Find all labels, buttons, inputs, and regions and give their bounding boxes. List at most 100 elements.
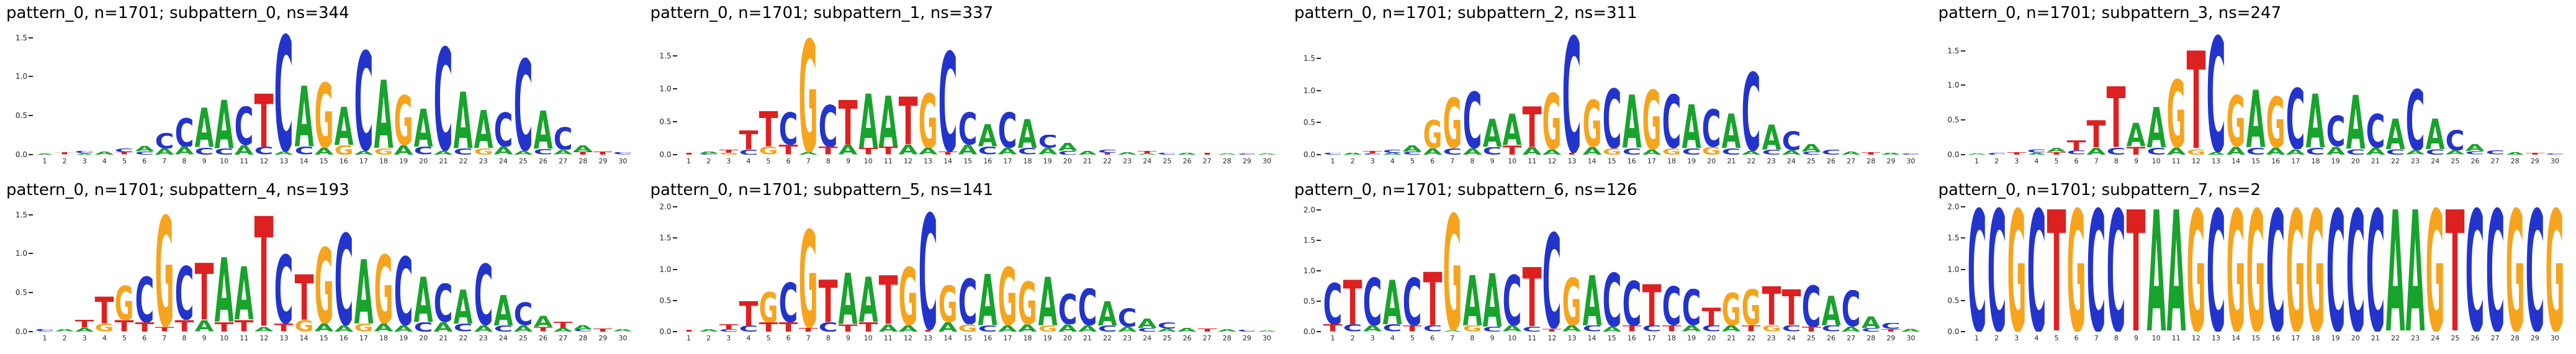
letter-glyph-svg: C: [1742, 71, 1761, 151]
x-tick-label: 12: [903, 157, 912, 165]
letter-glyph-svg: T: [1702, 307, 1721, 325]
x-tick-label: 26: [2470, 157, 2480, 165]
svg-text:A: A: [1483, 272, 1502, 327]
svg-text:C: C: [454, 324, 473, 332]
letter-G: G: [1642, 89, 1662, 150]
svg-text:A: A: [474, 325, 493, 332]
svg-text:G: G: [719, 153, 738, 155]
x-tick-label: 22: [459, 157, 468, 165]
letter-C: C: [2246, 148, 2266, 155]
x-tick-label: 15: [319, 334, 328, 342]
svg-text:A: A: [513, 151, 533, 155]
svg-text:A: A: [1098, 301, 1117, 325]
y-tick-label: 1.5: [659, 52, 672, 61]
letter-A: A: [413, 108, 433, 147]
x-tick-label: 4: [1390, 334, 1395, 342]
y-tick-mark: [1317, 89, 1321, 91]
letter-glyph-svg: C: [215, 148, 234, 155]
letter-G: G: [759, 147, 778, 155]
svg-text:T: T: [2127, 147, 2146, 155]
svg-text:T: T: [135, 322, 154, 332]
letter-glyph-svg: C: [2207, 34, 2226, 152]
letter-glyph-svg: T: [2047, 207, 2066, 332]
letter-G: G: [1423, 119, 1443, 148]
letter-T: T: [2047, 207, 2066, 332]
letter-glyph-svg: C: [1383, 324, 1402, 332]
letter-A: A: [1881, 153, 1901, 155]
letter-C: C: [1701, 325, 1721, 332]
svg-text:C: C: [454, 148, 473, 155]
letter-A: A: [433, 322, 453, 332]
y-tick-mark: [1960, 331, 1965, 332]
logo-stack: G: [2066, 207, 2086, 332]
letter-glyph-svg: A: [434, 151, 453, 155]
letter-glyph-svg: C: [75, 151, 94, 153]
y-tick-label: 0.0: [1303, 150, 1315, 159]
letter-glyph-svg: A: [334, 325, 353, 332]
letter-A: A: [453, 289, 473, 324]
letter-G: G: [1462, 325, 1482, 332]
svg-text:T: T: [75, 320, 94, 328]
letter-glyph-svg: C: [779, 282, 798, 322]
letter-glyph-svg: C: [1642, 325, 1662, 332]
svg-text:A: A: [2166, 148, 2186, 155]
letter-A: A: [194, 107, 214, 147]
logo-stack: C: [2266, 207, 2286, 332]
y-tick-mark: [672, 268, 677, 270]
svg-text:A: A: [374, 78, 394, 148]
x-tick-label: 10: [220, 157, 229, 165]
x-tick-label: 26: [1826, 334, 1835, 342]
letter-glyph-svg: A: [534, 315, 553, 327]
letter-C: C: [1861, 328, 1881, 332]
letter-glyph-svg: T: [898, 96, 917, 145]
letter-A: A: [2246, 89, 2266, 148]
svg-text:A: A: [554, 328, 573, 332]
letter-glyph-svg: A: [839, 145, 858, 155]
x-tick-label: 7: [162, 157, 167, 165]
x-tick-label: 1: [42, 334, 47, 342]
x-tick-label: 22: [2391, 157, 2400, 165]
logo-stack: T: [2445, 207, 2465, 332]
logo-stack: C: [1237, 207, 1257, 332]
x-tick-label: 21: [439, 157, 448, 165]
svg-text:C: C: [414, 147, 433, 155]
x-tick-label: 11: [883, 334, 893, 342]
letter-glyph-svg: C: [958, 278, 978, 324]
letter-A: A: [699, 152, 718, 153]
letter-T: T: [1662, 325, 1682, 332]
svg-text:A: A: [2127, 122, 2146, 147]
y-tick-label: 2.0: [1303, 205, 1315, 214]
x-tick-label: 29: [598, 157, 608, 165]
svg-text:A: A: [1038, 276, 1057, 325]
letter-A: A: [2326, 147, 2345, 155]
y-tick-mark: [29, 154, 33, 155]
y-tick-mark: [672, 121, 677, 123]
x-tick-label: 25: [2451, 334, 2460, 342]
x-tick-label: 2: [1350, 157, 1355, 165]
svg-text:T: T: [1403, 325, 1422, 332]
letter-glyph-svg: T: [1403, 325, 1422, 332]
letter-glyph-svg: G: [294, 320, 313, 332]
letter-glyph-svg: C: [454, 324, 473, 332]
x-tick-label: 9: [202, 334, 207, 342]
svg-text:A: A: [2027, 153, 2046, 155]
logo-panel: pattern_0, n=1701; subpattern_6, ns=126 0…: [1288, 177, 1932, 354]
letter-glyph-svg: G: [115, 285, 134, 320]
letter-glyph-svg: T: [55, 152, 74, 155]
letter-A: A: [1682, 325, 1701, 332]
letter-glyph-svg: C: [2087, 207, 2106, 332]
letter-A: A: [1542, 150, 1562, 155]
svg-text:A: A: [1158, 329, 1177, 332]
svg-text:A: A: [394, 325, 413, 332]
svg-text:A: A: [2505, 152, 2524, 155]
letter-glyph-svg: A: [699, 152, 718, 153]
letter-A: A: [553, 150, 573, 155]
letter-G: G: [2246, 207, 2266, 332]
svg-text:C: C: [1987, 153, 2006, 155]
